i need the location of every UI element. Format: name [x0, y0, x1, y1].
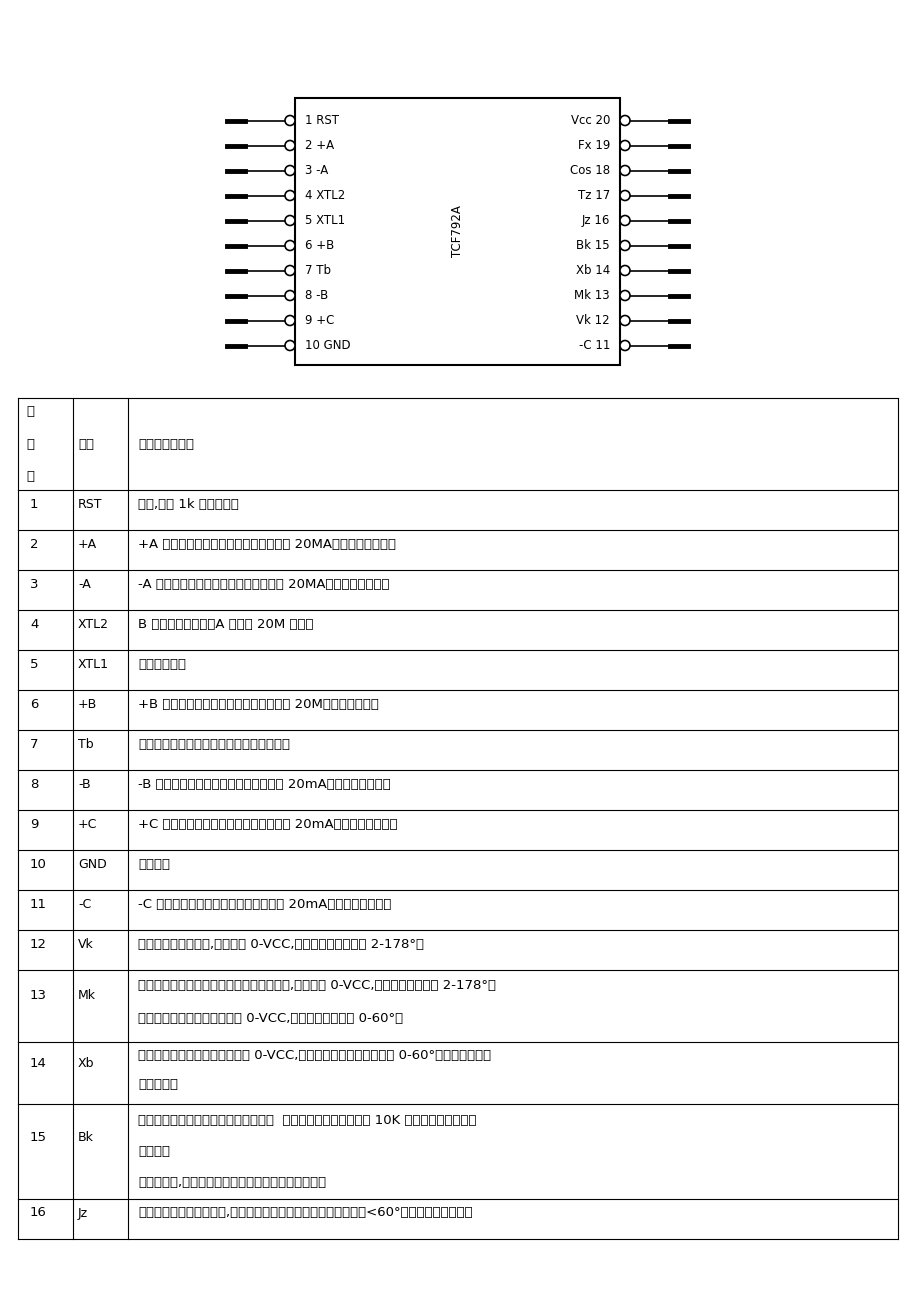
Text: 3 -A: 3 -A	[305, 164, 328, 177]
Text: -C 脉冲输出，低电平有效，灌电流最大 20mA，内含弱上拉电阱: -C 脉冲输出，低电平有效，灌电流最大 20mA，内含弱上拉电阱	[138, 897, 391, 910]
Circle shape	[619, 216, 630, 225]
Text: 10 GND: 10 GND	[305, 339, 350, 352]
Text: -A: -A	[78, 578, 91, 591]
Text: Vk: Vk	[78, 937, 94, 950]
Text: 同步信号输入端，方波输入，下降沿有效。: 同步信号输入端，方波输入，下降沿有效。	[138, 737, 289, 750]
Text: XTL1: XTL1	[78, 658, 108, 671]
Text: 8: 8	[30, 777, 39, 790]
Text: 15: 15	[30, 1130, 47, 1143]
Circle shape	[619, 141, 630, 151]
Text: 符号: 符号	[78, 437, 94, 450]
Circle shape	[619, 116, 630, 125]
Text: 11: 11	[30, 897, 47, 910]
Text: 该端口接地时为三相半控单脉冲输出。  该端口悬空或接上拉电阱 10K 时为三相全控双脉冲: 该端口接地时为三相半控单脉冲输出。 该端口悬空或接上拉电阱 10K 时为三相全控…	[138, 1113, 476, 1126]
Text: 1 RST: 1 RST	[305, 115, 338, 128]
Text: 12: 12	[30, 937, 47, 950]
Text: Bk 15: Bk 15	[575, 240, 609, 253]
Text: Mk 13: Mk 13	[573, 289, 609, 302]
Text: 9: 9	[30, 818, 39, 831]
Text: 2: 2	[30, 538, 39, 551]
Text: +A 脉冲输出，低电平有效，灌电流最大 20MA，内含弱上拉电阱: +A 脉冲输出，低电平有效，灌电流最大 20MA，内含弱上拉电阱	[138, 538, 395, 551]
Text: 4 XTL2: 4 XTL2	[305, 189, 345, 202]
Text: 脚: 脚	[26, 437, 34, 450]
Circle shape	[619, 315, 630, 326]
Circle shape	[285, 116, 295, 125]
Text: 3: 3	[30, 578, 39, 591]
Text: 5 XTL1: 5 XTL1	[305, 214, 345, 227]
Text: TCF792A: TCF792A	[450, 206, 463, 258]
Text: 13: 13	[30, 988, 47, 1001]
Circle shape	[619, 266, 630, 276]
Text: 14: 14	[30, 1057, 47, 1070]
Text: 10: 10	[30, 858, 47, 871]
Text: 触发该相时,同时向上一次触发的端口补发一个脉冲。: 触发该相时,同时向上一次触发的端口补发一个脉冲。	[138, 1176, 325, 1189]
Text: Xb: Xb	[78, 1057, 95, 1070]
Text: +B 脉冲输出，低电平有效，灌电流最大 20M，内含上拉电阱: +B 脉冲输出，低电平有效，灌电流最大 20M，内含上拉电阱	[138, 698, 379, 711]
Circle shape	[619, 241, 630, 250]
Circle shape	[285, 241, 295, 250]
Text: 功能及使用方法: 功能及使用方法	[138, 437, 194, 450]
Text: 该端口接地时为禁止输出,所有输出脉冲端口为高电平。响应时间<60°，该端口悬空或接上: 该端口接地时为禁止输出,所有输出脉冲端口为高电平。响应时间<60°，该端口悬空或…	[138, 1207, 472, 1220]
Text: Tb: Tb	[78, 737, 94, 750]
Text: 5: 5	[30, 658, 39, 671]
Text: 输出，即: 输出，即	[138, 1144, 170, 1157]
Text: Vk 12: Vk 12	[575, 314, 609, 327]
Circle shape	[285, 190, 295, 201]
Text: Xb 14: Xb 14	[575, 264, 609, 277]
Circle shape	[619, 165, 630, 176]
Circle shape	[619, 290, 630, 301]
Circle shape	[285, 290, 295, 301]
Circle shape	[285, 165, 295, 176]
Text: -B 脉冲输出，低电平有效，灌电流最大 20mA，内含弱上拉电阱: -B 脉冲输出，低电平有效，灌电流最大 20mA，内含弱上拉电阱	[138, 777, 391, 790]
Text: 晶振输入端。: 晶振输入端。	[138, 658, 186, 671]
Circle shape	[619, 190, 630, 201]
Text: 16: 16	[30, 1207, 47, 1220]
Text: -A 脉冲输出，低电平有效，灌电流最大 20MA，内含弱上拉电阱: -A 脉冲输出，低电平有效，灌电流最大 20MA，内含弱上拉电阱	[138, 578, 389, 591]
Text: Vcc 20: Vcc 20	[570, 115, 609, 128]
Text: Jz 16: Jz 16	[581, 214, 609, 227]
Text: +C: +C	[78, 818, 97, 831]
Text: B 型号可不接晶振，A 型号接 20M 晶振。: B 型号可不接晶振，A 型号接 20M 晶振。	[138, 617, 313, 630]
Circle shape	[285, 315, 295, 326]
Circle shape	[285, 216, 295, 225]
Text: 管: 管	[26, 405, 34, 418]
Text: 4: 4	[30, 617, 39, 630]
Text: -B: -B	[78, 777, 91, 790]
Circle shape	[285, 266, 295, 276]
Text: 8 -B: 8 -B	[305, 289, 328, 302]
Circle shape	[285, 341, 295, 350]
Text: +A: +A	[78, 538, 97, 551]
Text: -C: -C	[78, 897, 91, 910]
Text: 芯片地。: 芯片地。	[138, 858, 170, 871]
Text: 9 +C: 9 +C	[305, 314, 334, 327]
Text: Tz 17: Tz 17	[577, 189, 609, 202]
Bar	[295, 98, 619, 365]
Text: 复位,通过 1k 电阱接地。: 复位,通过 1k 电阱接地。	[138, 497, 239, 510]
Text: 7: 7	[30, 737, 39, 750]
Circle shape	[619, 341, 630, 350]
Text: Jz: Jz	[78, 1207, 88, 1220]
Text: Cos 18: Cos 18	[569, 164, 609, 177]
Text: 7 Tb: 7 Tb	[305, 264, 331, 277]
Text: Mk: Mk	[78, 988, 96, 1001]
Text: XTL2: XTL2	[78, 617, 108, 630]
Text: 2 +A: 2 +A	[305, 139, 334, 152]
Text: +B: +B	[78, 698, 97, 711]
Text: RST: RST	[78, 497, 102, 510]
Text: GND: GND	[78, 858, 107, 871]
Text: 为无补偿。: 为无补偿。	[138, 1078, 177, 1091]
Text: 1: 1	[30, 497, 39, 510]
Text: 控制电压电位输入端,输入范围 0-VCC,线性对应控制移相角 2-178°。: 控制电压电位输入端,输入范围 0-VCC,线性对应控制移相角 2-178°。	[138, 937, 424, 950]
Text: 6 +B: 6 +B	[305, 240, 334, 253]
Text: 号: 号	[26, 470, 34, 483]
Text: 相位补偿电位输入端，输入范围 0-VCC,线性对应前移控制脉冲角度 0-60°，该端口接地时: 相位补偿电位输入端，输入范围 0-VCC,线性对应前移控制脉冲角度 0-60°，…	[138, 1049, 491, 1062]
Text: -C 11: -C 11	[578, 339, 609, 352]
Text: Bk: Bk	[78, 1130, 94, 1143]
Text: 当选择调制脉冲时，输入范围 0-VCC,线性对应脉宽相角 0-60°。: 当选择调制脉冲时，输入范围 0-VCC,线性对应脉宽相角 0-60°。	[138, 1013, 403, 1026]
Circle shape	[285, 141, 295, 151]
Text: +C 脉冲输出，低电平有效，灌电流最大 20mA，内含弱上拉电阱: +C 脉冲输出，低电平有效，灌电流最大 20mA，内含弱上拉电阱	[138, 818, 397, 831]
Text: 6: 6	[30, 698, 39, 711]
Text: Fx 19: Fx 19	[577, 139, 609, 152]
Text: 脉宽电压电位输入端，当选择矩形波脉冲时,输入范围 0-VCC,线性对应脉宽相角 2-178°。: 脉宽电压电位输入端，当选择矩形波脉冲时,输入范围 0-VCC,线性对应脉宽相角 …	[138, 979, 495, 992]
